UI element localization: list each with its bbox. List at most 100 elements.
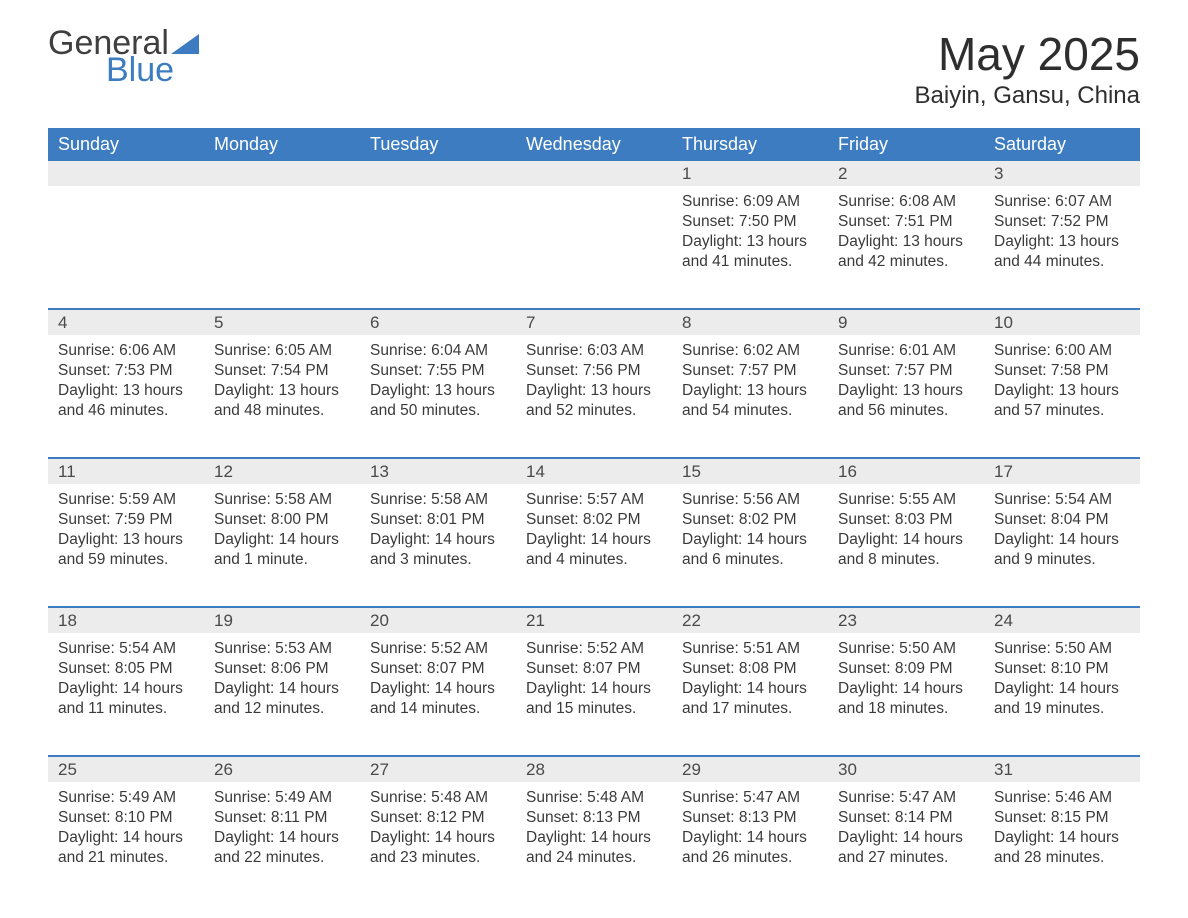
daynum-row: 123 — [48, 161, 1140, 186]
day-number: 2 — [828, 161, 984, 186]
day-cell: Sunrise: 6:02 AMSunset: 7:57 PMDaylight:… — [672, 335, 828, 435]
day-detail-line: and 14 minutes. — [370, 699, 506, 719]
week-content-row: Sunrise: 5:49 AMSunset: 8:10 PMDaylight:… — [48, 782, 1140, 882]
day-number: 31 — [984, 757, 1140, 782]
day-detail-line: Daylight: 14 hours — [526, 679, 662, 699]
day-detail-line: and 12 minutes. — [214, 699, 350, 719]
day-number: 19 — [204, 608, 360, 633]
day-detail-line: and 44 minutes. — [994, 252, 1130, 272]
day-detail-line: and 23 minutes. — [370, 848, 506, 868]
day-number: 3 — [984, 161, 1140, 186]
day-cell: Sunrise: 5:53 AMSunset: 8:06 PMDaylight:… — [204, 633, 360, 733]
day-detail-line: Sunrise: 5:54 AM — [994, 490, 1130, 510]
day-cell — [360, 186, 516, 286]
day-detail-line: Sunrise: 5:47 AM — [838, 788, 974, 808]
calendar: Sunday Monday Tuesday Wednesday Thursday… — [48, 128, 1140, 882]
day-detail-line: Daylight: 14 hours — [682, 828, 818, 848]
day-cell: Sunrise: 6:03 AMSunset: 7:56 PMDaylight:… — [516, 335, 672, 435]
day-cell: Sunrise: 5:58 AMSunset: 8:01 PMDaylight:… — [360, 484, 516, 584]
day-number: 20 — [360, 608, 516, 633]
day-detail-line: and 57 minutes. — [994, 401, 1130, 421]
day-cell: Sunrise: 5:59 AMSunset: 7:59 PMDaylight:… — [48, 484, 204, 584]
day-detail-line: and 50 minutes. — [370, 401, 506, 421]
day-detail-line: Sunset: 8:02 PM — [682, 510, 818, 530]
day-number: 8 — [672, 310, 828, 335]
day-detail-line: and 46 minutes. — [58, 401, 194, 421]
location-title: Baiyin, Gansu, China — [915, 82, 1140, 110]
day-number: 14 — [516, 459, 672, 484]
day-cell: Sunrise: 5:52 AMSunset: 8:07 PMDaylight:… — [516, 633, 672, 733]
day-detail-line: and 22 minutes. — [214, 848, 350, 868]
day-detail-line: Daylight: 14 hours — [838, 828, 974, 848]
title-block: May 2025 Baiyin, Gansu, China — [915, 30, 1140, 110]
day-detail-line: Sunset: 7:51 PM — [838, 212, 974, 232]
day-number — [48, 161, 204, 186]
day-number — [360, 161, 516, 186]
day-detail-line: Sunrise: 5:58 AM — [214, 490, 350, 510]
day-cell: Sunrise: 5:55 AMSunset: 8:03 PMDaylight:… — [828, 484, 984, 584]
day-number: 1 — [672, 161, 828, 186]
day-number: 12 — [204, 459, 360, 484]
day-detail-line: Sunrise: 5:52 AM — [526, 639, 662, 659]
day-cell: Sunrise: 6:05 AMSunset: 7:54 PMDaylight:… — [204, 335, 360, 435]
day-cell — [48, 186, 204, 286]
day-detail-line: Sunset: 7:56 PM — [526, 361, 662, 381]
day-number: 7 — [516, 310, 672, 335]
day-detail-line: and 18 minutes. — [838, 699, 974, 719]
day-cell: Sunrise: 5:47 AMSunset: 8:14 PMDaylight:… — [828, 782, 984, 882]
day-detail-line: and 17 minutes. — [682, 699, 818, 719]
day-detail-line: Sunrise: 5:54 AM — [58, 639, 194, 659]
day-detail-line: Sunrise: 5:53 AM — [214, 639, 350, 659]
day-detail-line: Daylight: 13 hours — [838, 381, 974, 401]
day-detail-line: Sunrise: 5:58 AM — [370, 490, 506, 510]
day-detail-line: Sunrise: 6:02 AM — [682, 341, 818, 361]
day-cell: Sunrise: 5:56 AMSunset: 8:02 PMDaylight:… — [672, 484, 828, 584]
day-detail-line: Daylight: 14 hours — [370, 679, 506, 699]
day-number: 16 — [828, 459, 984, 484]
day-detail-line: Daylight: 13 hours — [682, 232, 818, 252]
day-detail-line: Sunrise: 5:50 AM — [838, 639, 974, 659]
day-detail-line: Sunrise: 5:52 AM — [370, 639, 506, 659]
weekday-header: Wednesday — [516, 128, 672, 161]
day-detail-line: and 15 minutes. — [526, 699, 662, 719]
day-detail-line: Sunset: 8:05 PM — [58, 659, 194, 679]
day-cell: Sunrise: 6:07 AMSunset: 7:52 PMDaylight:… — [984, 186, 1140, 286]
day-number: 26 — [204, 757, 360, 782]
day-detail-line: Daylight: 13 hours — [526, 381, 662, 401]
day-detail-line: Daylight: 14 hours — [994, 530, 1130, 550]
day-detail-line: Sunset: 7:59 PM — [58, 510, 194, 530]
day-number: 25 — [48, 757, 204, 782]
day-detail-line: Sunrise: 5:48 AM — [370, 788, 506, 808]
day-number: 15 — [672, 459, 828, 484]
day-detail-line: Daylight: 13 hours — [994, 381, 1130, 401]
day-number: 4 — [48, 310, 204, 335]
day-cell: Sunrise: 6:01 AMSunset: 7:57 PMDaylight:… — [828, 335, 984, 435]
day-detail-line: Sunset: 8:00 PM — [214, 510, 350, 530]
day-number: 24 — [984, 608, 1140, 633]
day-cell: Sunrise: 5:48 AMSunset: 8:12 PMDaylight:… — [360, 782, 516, 882]
day-detail-line: Sunrise: 5:51 AM — [682, 639, 818, 659]
day-detail-line: Sunset: 8:07 PM — [370, 659, 506, 679]
day-cell — [516, 186, 672, 286]
day-detail-line: Daylight: 14 hours — [994, 679, 1130, 699]
day-detail-line: Sunset: 7:50 PM — [682, 212, 818, 232]
day-number: 11 — [48, 459, 204, 484]
day-number: 9 — [828, 310, 984, 335]
day-number: 29 — [672, 757, 828, 782]
day-detail-line: and 56 minutes. — [838, 401, 974, 421]
day-detail-line: Daylight: 13 hours — [370, 381, 506, 401]
weekday-header: Friday — [828, 128, 984, 161]
day-number — [204, 161, 360, 186]
daynum-row: 11121314151617 — [48, 459, 1140, 484]
day-number: 22 — [672, 608, 828, 633]
day-number: 30 — [828, 757, 984, 782]
day-cell: Sunrise: 6:09 AMSunset: 7:50 PMDaylight:… — [672, 186, 828, 286]
day-number — [516, 161, 672, 186]
day-detail-line: Sunset: 7:53 PM — [58, 361, 194, 381]
day-detail-line: and 42 minutes. — [838, 252, 974, 272]
brand-text: General Blue — [48, 30, 199, 84]
day-detail-line: Sunset: 8:14 PM — [838, 808, 974, 828]
day-detail-line: Daylight: 14 hours — [58, 679, 194, 699]
day-detail-line: Sunrise: 5:49 AM — [214, 788, 350, 808]
day-detail-line: Sunset: 8:15 PM — [994, 808, 1130, 828]
